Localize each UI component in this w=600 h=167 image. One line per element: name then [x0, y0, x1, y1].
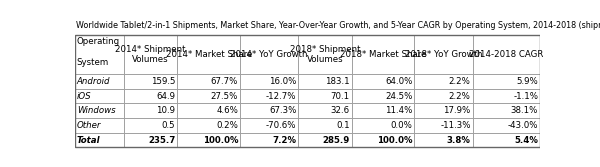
- Text: 38.1%: 38.1%: [511, 106, 538, 115]
- Bar: [75, 133, 124, 147]
- Bar: [124, 103, 178, 118]
- Text: 27.5%: 27.5%: [211, 92, 238, 101]
- Bar: [415, 103, 473, 118]
- Text: -43.0%: -43.0%: [508, 121, 538, 130]
- Bar: [240, 89, 298, 103]
- Text: 3.8%: 3.8%: [447, 135, 471, 144]
- Bar: [124, 133, 178, 147]
- Text: 2.2%: 2.2%: [449, 92, 471, 101]
- Bar: [473, 89, 540, 103]
- Text: 0.0%: 0.0%: [391, 121, 413, 130]
- Text: 0.2%: 0.2%: [217, 121, 238, 130]
- Bar: [75, 35, 124, 74]
- Text: 67.7%: 67.7%: [211, 77, 238, 86]
- Text: -1.1%: -1.1%: [513, 92, 538, 101]
- Bar: [415, 133, 473, 147]
- Text: Total: Total: [77, 135, 100, 144]
- Bar: [240, 118, 298, 133]
- Bar: [75, 89, 124, 103]
- Bar: [124, 89, 178, 103]
- Text: 2014-2018 CAGR: 2014-2018 CAGR: [469, 50, 544, 59]
- Text: 235.7: 235.7: [148, 135, 175, 144]
- Text: Worldwide Tablet/2-in-1 Shipments, Market Share, Year-Over-Year Growth, and 5-Ye: Worldwide Tablet/2-in-1 Shipments, Marke…: [76, 21, 600, 30]
- Bar: [352, 89, 415, 103]
- Bar: [415, 89, 473, 103]
- Text: 24.5%: 24.5%: [385, 92, 413, 101]
- Bar: [352, 103, 415, 118]
- Text: 0.1: 0.1: [336, 121, 350, 130]
- Bar: [124, 118, 178, 133]
- Bar: [178, 103, 240, 118]
- Text: 2018* YoY Growth: 2018* YoY Growth: [405, 50, 482, 59]
- Text: 2014* Market Share: 2014* Market Share: [166, 50, 252, 59]
- Bar: [473, 118, 540, 133]
- Text: 2014* YoY Growth: 2014* YoY Growth: [230, 50, 308, 59]
- Bar: [298, 35, 352, 74]
- Bar: [473, 74, 540, 89]
- Bar: [240, 74, 298, 89]
- Bar: [298, 118, 352, 133]
- Bar: [240, 103, 298, 118]
- Text: 5.4%: 5.4%: [514, 135, 538, 144]
- Text: 159.5: 159.5: [151, 77, 175, 86]
- Text: 5.9%: 5.9%: [517, 77, 538, 86]
- Bar: [124, 35, 178, 74]
- Bar: [298, 103, 352, 118]
- Text: 64.9: 64.9: [157, 92, 175, 101]
- Bar: [178, 118, 240, 133]
- Bar: [298, 89, 352, 103]
- Bar: [298, 133, 352, 147]
- Text: -12.7%: -12.7%: [266, 92, 296, 101]
- Bar: [352, 74, 415, 89]
- Text: 70.1: 70.1: [331, 92, 350, 101]
- Bar: [473, 35, 540, 74]
- Bar: [178, 35, 240, 74]
- Text: Android: Android: [77, 77, 110, 86]
- Text: 100.0%: 100.0%: [203, 135, 238, 144]
- Text: Operating

System: Operating System: [77, 37, 120, 67]
- Bar: [178, 89, 240, 103]
- Bar: [75, 118, 124, 133]
- Bar: [240, 133, 298, 147]
- Bar: [75, 35, 540, 147]
- Text: 2018* Market Share: 2018* Market Share: [340, 50, 426, 59]
- Text: 10.9: 10.9: [157, 106, 175, 115]
- Bar: [352, 118, 415, 133]
- Text: iOS: iOS: [77, 92, 91, 101]
- Text: 100.0%: 100.0%: [377, 135, 413, 144]
- Text: 2.2%: 2.2%: [449, 77, 471, 86]
- Text: 11.4%: 11.4%: [385, 106, 413, 115]
- Bar: [240, 35, 298, 74]
- Text: 2014* Shipment
Volumes: 2014* Shipment Volumes: [115, 45, 186, 64]
- Text: Windows: Windows: [77, 106, 115, 115]
- Text: 16.0%: 16.0%: [269, 77, 296, 86]
- Text: -70.6%: -70.6%: [266, 121, 296, 130]
- Bar: [352, 35, 415, 74]
- Bar: [415, 35, 473, 74]
- Text: -11.3%: -11.3%: [440, 121, 471, 130]
- Text: 32.6: 32.6: [331, 106, 350, 115]
- Text: 64.0%: 64.0%: [385, 77, 413, 86]
- Text: 17.9%: 17.9%: [443, 106, 471, 115]
- Text: 67.3%: 67.3%: [269, 106, 296, 115]
- Bar: [352, 133, 415, 147]
- Bar: [178, 133, 240, 147]
- Bar: [298, 74, 352, 89]
- Bar: [124, 74, 178, 89]
- Text: 2018* Shipment
Volumes: 2018* Shipment Volumes: [290, 45, 360, 64]
- Bar: [415, 118, 473, 133]
- Text: 183.1: 183.1: [325, 77, 350, 86]
- Bar: [473, 103, 540, 118]
- Bar: [75, 74, 124, 89]
- Bar: [415, 74, 473, 89]
- Text: Other: Other: [77, 121, 101, 130]
- Bar: [473, 133, 540, 147]
- Text: 285.9: 285.9: [323, 135, 350, 144]
- Text: 0.5: 0.5: [162, 121, 175, 130]
- Bar: [178, 74, 240, 89]
- Bar: [75, 103, 124, 118]
- Text: 7.2%: 7.2%: [272, 135, 296, 144]
- Text: 4.6%: 4.6%: [217, 106, 238, 115]
